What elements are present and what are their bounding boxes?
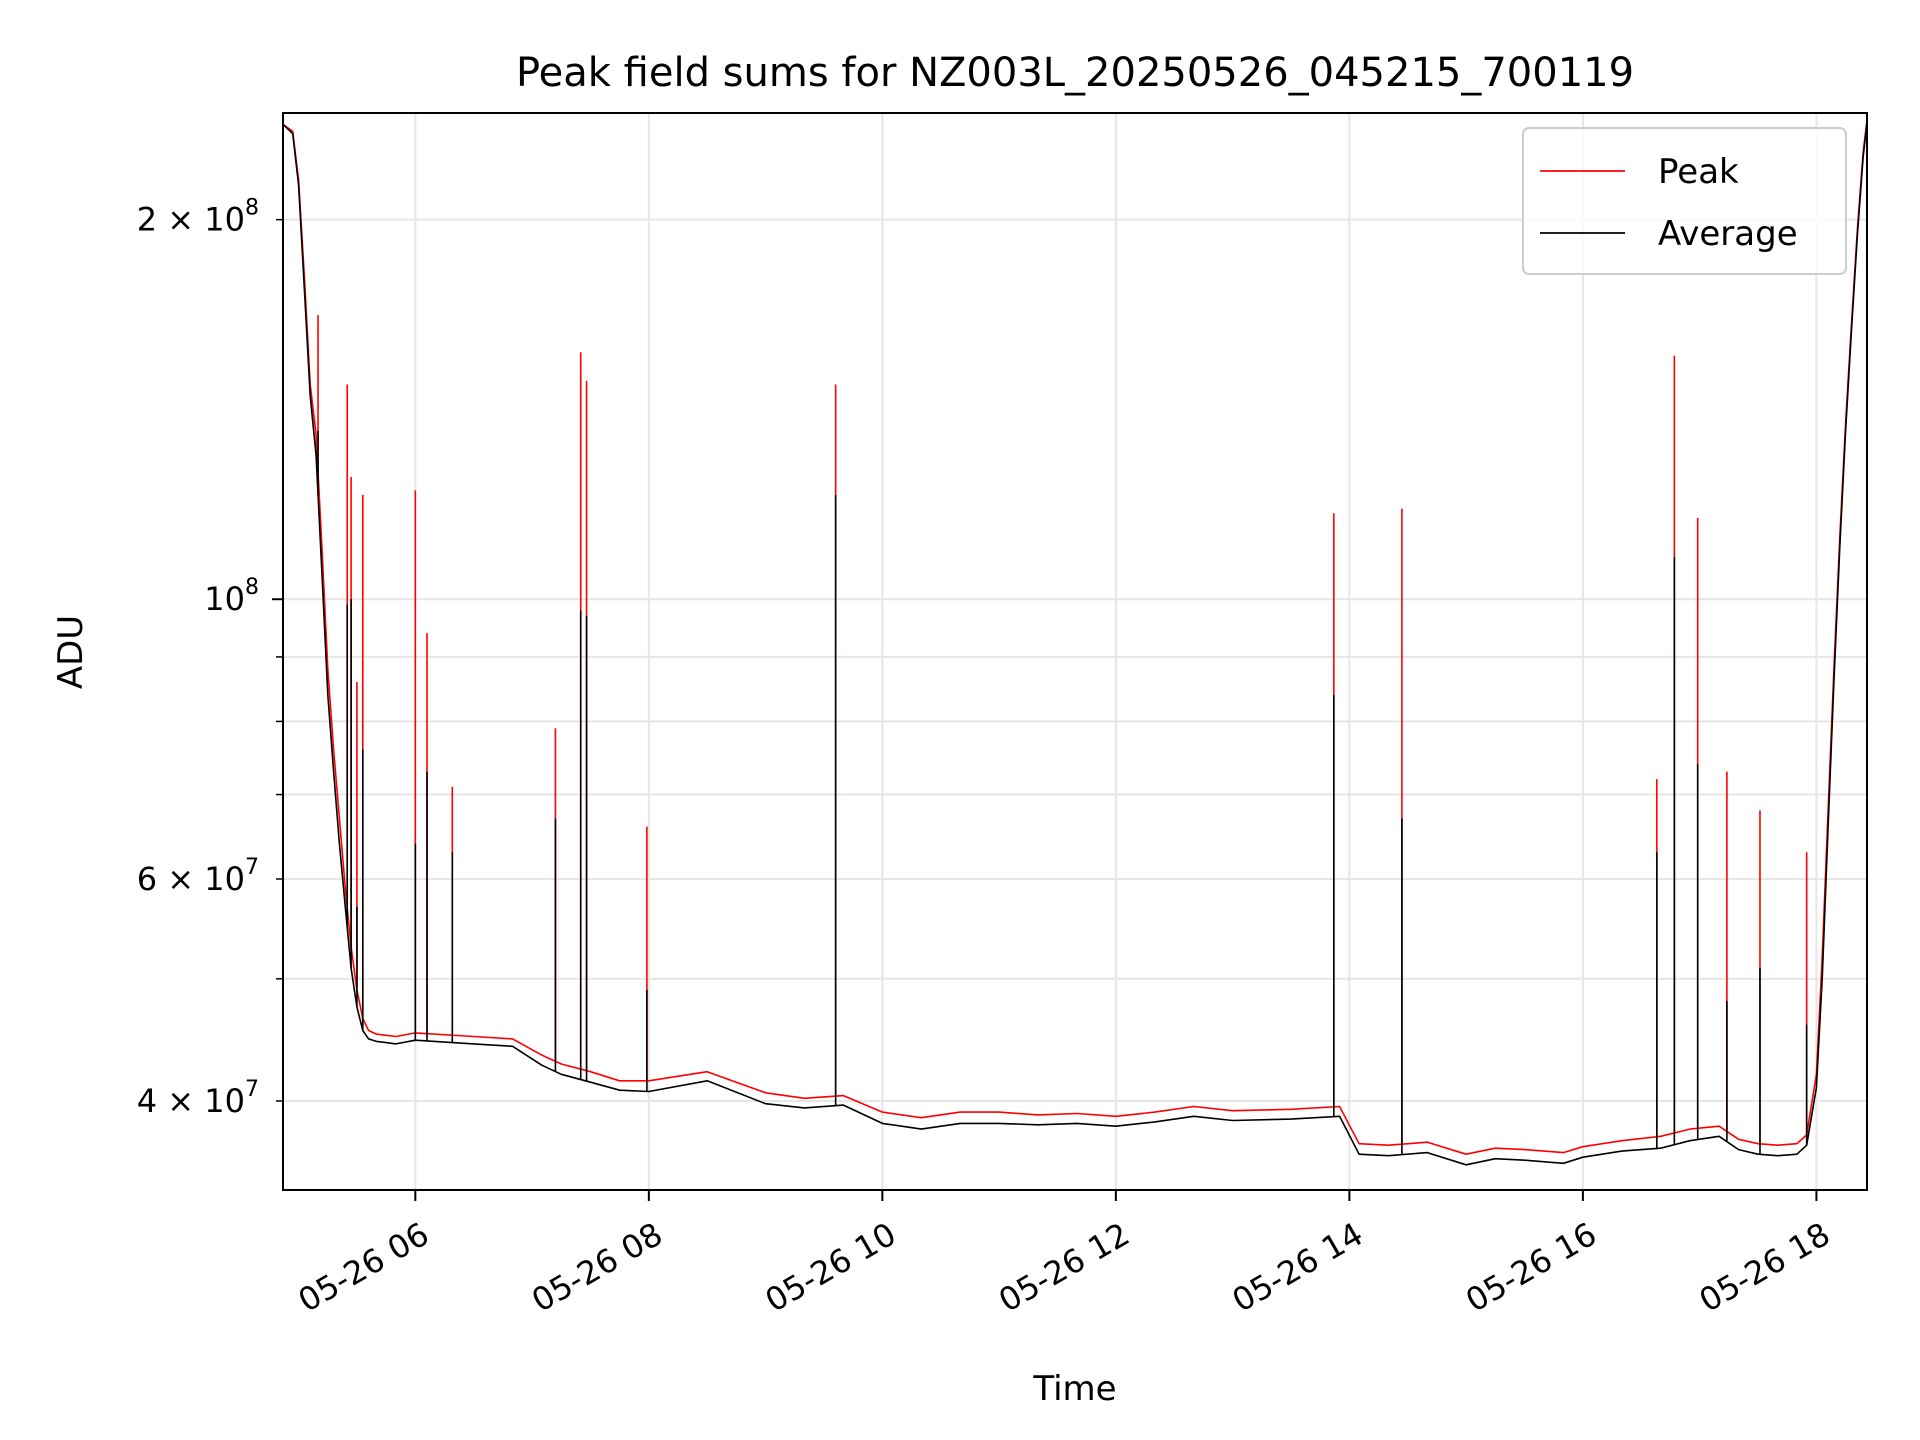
y-tick-label: 108 bbox=[204, 575, 259, 618]
y-tick-label: 6 × 107 bbox=[137, 855, 259, 898]
legend-average-label: Average bbox=[1658, 214, 1798, 254]
legend-box bbox=[1522, 127, 1847, 275]
plot-area-background bbox=[283, 113, 1867, 1190]
legend: Peak Average bbox=[1522, 127, 1847, 275]
plot-frame bbox=[282, 112, 1868, 1191]
peak-series-line bbox=[282, 119, 1868, 1155]
y-tick-label: 4 × 107 bbox=[137, 1077, 259, 1120]
y-tick-label: 2 × 108 bbox=[137, 196, 259, 239]
series-lines bbox=[282, 119, 1868, 1166]
x-axis-label: Time bbox=[1032, 1369, 1116, 1409]
chart-title: Peak field sums for NZ003L_20250526_0452… bbox=[516, 50, 1634, 96]
legend-peak-label: Peak bbox=[1658, 152, 1739, 192]
y-axis-label: ADU bbox=[51, 615, 91, 689]
grid bbox=[283, 113, 1867, 1190]
average-series-line bbox=[282, 122, 1868, 1166]
